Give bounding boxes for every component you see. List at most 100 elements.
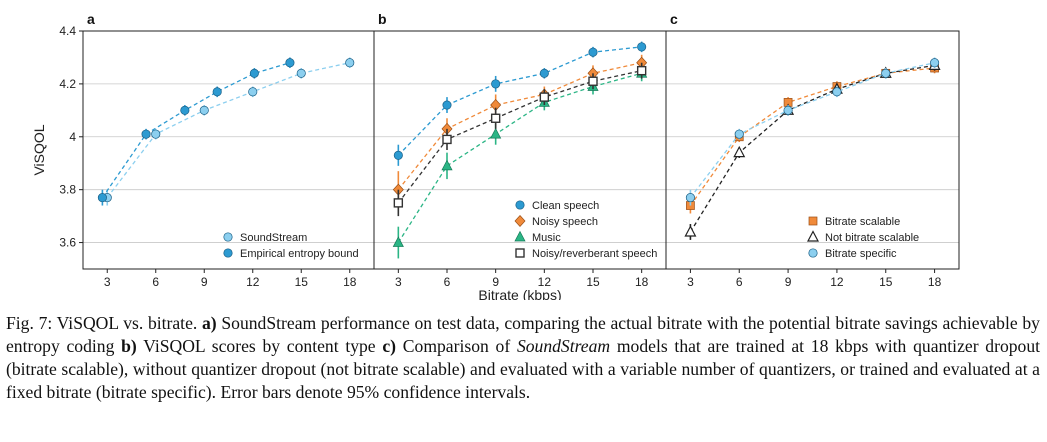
data-point (212, 87, 222, 97)
y-axis-label: ViSQOL (31, 124, 47, 175)
y-tick-label: 3.6 (59, 236, 76, 250)
data-point (832, 87, 842, 97)
x-tick-label: 15 (586, 275, 600, 289)
caption-a-text: SoundStream performance on test data, co… (6, 313, 1040, 356)
legend-label: Music (532, 232, 561, 244)
series-line (689, 67, 935, 206)
legend-label: Bitrate scalable (825, 216, 900, 228)
series-line (397, 70, 642, 204)
data-point (180, 105, 190, 115)
series-line (397, 46, 642, 156)
data-point (441, 159, 453, 171)
data-point (393, 198, 404, 208)
data-point (539, 68, 549, 78)
x-tick-label: 15 (295, 275, 309, 289)
data-point (491, 79, 501, 89)
data-point (151, 129, 161, 139)
x-tick-label: 12 (830, 275, 844, 289)
legend-marker (223, 248, 233, 258)
series-line (689, 62, 935, 198)
x-tick-label: 9 (785, 275, 792, 289)
caption-b-tag: b) (121, 336, 137, 356)
data-point (296, 68, 306, 78)
data-point (442, 134, 452, 145)
data-point (248, 87, 258, 97)
x-tick-label: 18 (928, 275, 942, 289)
series-line (689, 64, 935, 233)
x-tick-label: 6 (152, 275, 159, 289)
legend-marker (807, 230, 819, 242)
series-line (397, 72, 642, 243)
legend-marker (808, 216, 818, 226)
data-point (783, 105, 793, 115)
data-point (490, 127, 502, 139)
legend-marker (515, 248, 525, 258)
x-tick-label: 9 (201, 275, 208, 289)
panel-letter: a (87, 11, 95, 27)
data-point (734, 129, 744, 139)
data-point (345, 58, 355, 68)
y-tick-label: 4 (69, 130, 76, 144)
data-point (285, 58, 295, 68)
x-tick-label: 6 (736, 275, 743, 289)
x-tick-label: 18 (635, 275, 649, 289)
x-tick-label: 9 (492, 275, 499, 289)
caption-c-italic: SoundStream (516, 336, 611, 356)
data-point (684, 225, 697, 237)
data-point (637, 42, 647, 52)
legend-marker (514, 230, 526, 242)
data-point (141, 129, 151, 139)
legend-marker (223, 232, 233, 242)
legend-label: SoundStream (240, 232, 307, 244)
y-tick-label: 4.4 (59, 24, 76, 38)
x-tick-label: 12 (246, 275, 260, 289)
data-point (490, 113, 501, 123)
panel-letter: b (378, 11, 387, 27)
legend-label: Clean speech (532, 200, 599, 212)
legend-label: Noisy/reverberant speech (532, 248, 657, 260)
caption-label: Fig. 7: ViSQOL vs. bitrate. (6, 313, 198, 333)
panel-frame (665, 30, 960, 270)
x-tick-label: 15 (879, 275, 893, 289)
caption-b-text: ViSQOL scores by content type (143, 336, 376, 356)
data-point (539, 92, 550, 102)
series-line (106, 62, 350, 198)
y-tick-label: 3.8 (59, 183, 76, 197)
figure-caption: Fig. 7: ViSQOL vs. bitrate. a) SoundStre… (6, 312, 1040, 404)
legend-label: Bitrate specific (825, 248, 897, 260)
legend-label: Not bitrate scalable (825, 232, 919, 244)
x-tick-label: 3 (395, 275, 402, 289)
series-line (101, 62, 291, 198)
chart-panel-b: 3 6 9 12 15 18 b Clean speech Noisy speech Music N… (373, 11, 667, 289)
legend-label: Noisy speech (532, 216, 598, 228)
y-tick-label: 4.2 (59, 77, 76, 91)
data-point (393, 150, 403, 160)
data-point (588, 47, 598, 57)
x-tick-label: 18 (343, 275, 357, 289)
data-point (636, 65, 647, 76)
data-point (97, 193, 107, 203)
series-line (397, 62, 642, 191)
data-point (733, 145, 746, 158)
data-point (442, 100, 452, 110)
data-point (881, 68, 891, 78)
x-tick-label: 3 (104, 275, 111, 289)
legend-marker (808, 248, 818, 258)
data-point (685, 193, 695, 203)
x-tick-label: 3 (687, 275, 694, 289)
caption-c-text-2: models that are trained at 18 kbps with … (6, 336, 1041, 402)
legend-label: Empirical entropy bound (240, 248, 359, 260)
legend-marker (514, 214, 526, 228)
chart-panel-c: 3 6 9 12 15 18 c Bitrate scalable Not bitrate sc… (665, 11, 960, 289)
figure: 3 6 9 12 15 18 a SoundStream Empirical entropy b… (31, 11, 960, 300)
caption-a-tag: a) (202, 313, 217, 333)
panel-letter: c (670, 11, 678, 27)
data-point (588, 76, 598, 86)
data-point (930, 58, 940, 68)
x-axis-label: Bitrate (kbps) (478, 287, 561, 300)
caption-c-text-1: Comparison of (402, 336, 511, 356)
x-tick-label: 6 (444, 275, 451, 289)
data-point (249, 68, 259, 78)
data-point (199, 105, 209, 115)
legend-marker (515, 200, 525, 210)
